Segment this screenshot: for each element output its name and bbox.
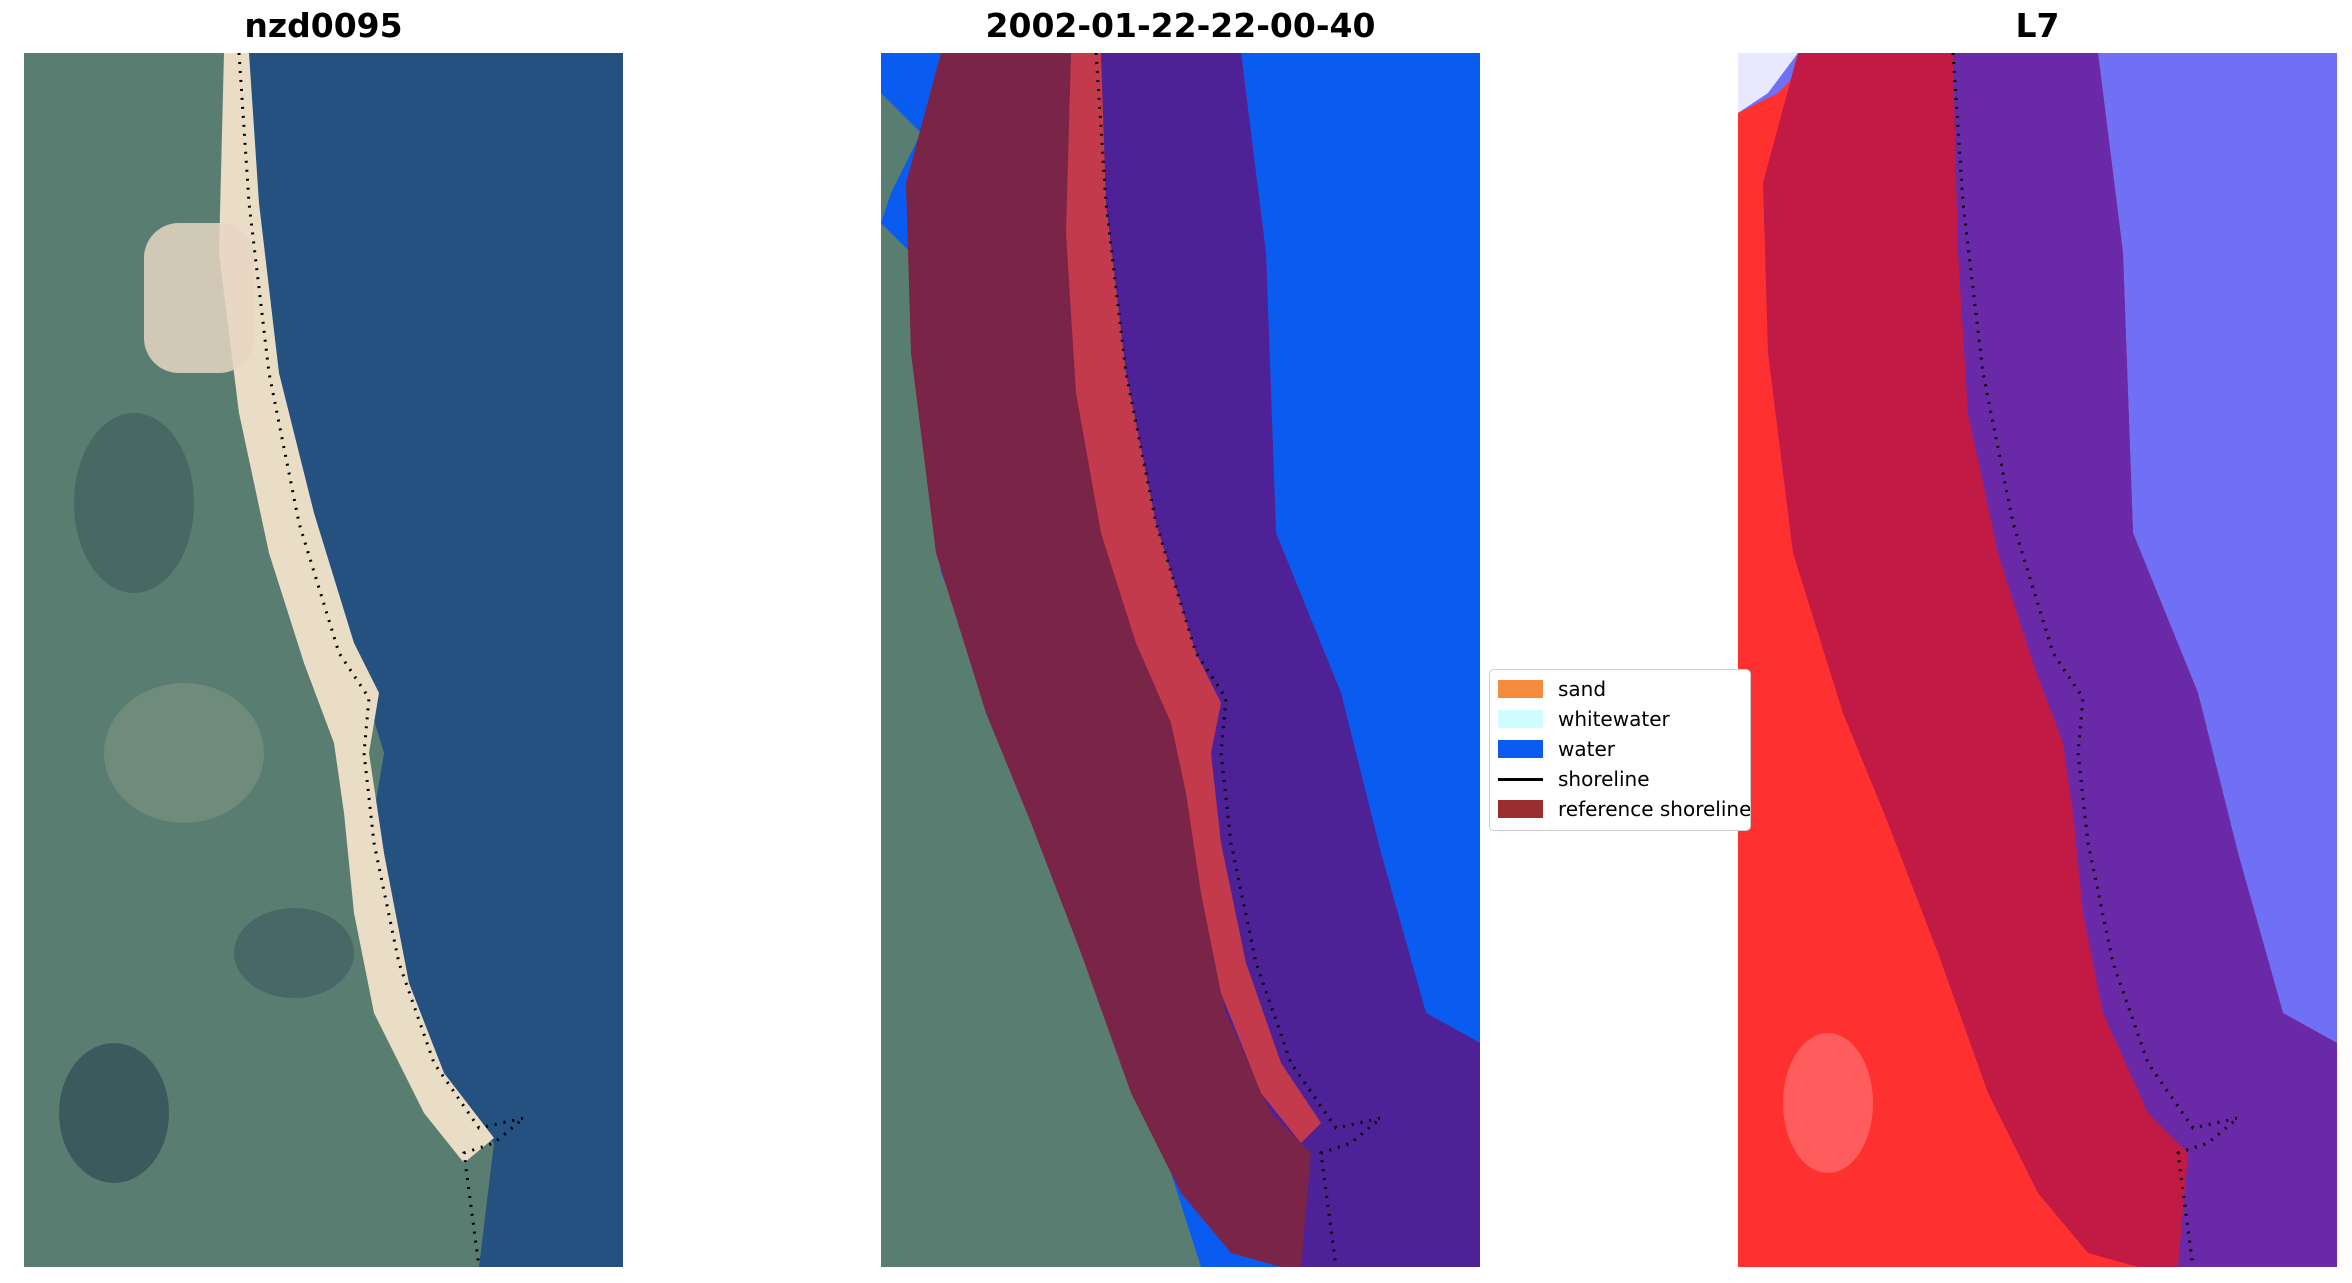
sand-swatch: [1498, 680, 1543, 698]
legend-item-shoreline: shoreline: [1498, 766, 1650, 792]
vegetation-patch: [234, 908, 354, 998]
legend-label: shoreline: [1558, 767, 1650, 791]
buffer-water: [1953, 53, 2337, 1267]
land-area: [881, 223, 1201, 1267]
legend-item-whitewater: whitewater: [1498, 706, 1670, 732]
whitewater-swatch: [1498, 710, 1543, 728]
shoreline-swatch: [1498, 770, 1543, 788]
land-area: [881, 93, 921, 223]
legend: sand whitewater water shoreline referenc…: [1489, 669, 1751, 831]
water-corner: [881, 53, 941, 83]
panel-title-date: 2002-01-22-22-00-40: [985, 6, 1376, 45]
index-image-panel: [1738, 53, 2337, 1267]
legend-label: sand: [1558, 677, 1607, 701]
beach-strip: [219, 53, 494, 1163]
reference-shoreline-swatch: [1498, 800, 1543, 818]
legend-label: water: [1558, 737, 1615, 761]
index-corner: [1738, 53, 1798, 113]
rgb-image: [24, 53, 623, 1267]
shoreline: [1951, 53, 2239, 1267]
water-swatch: [1498, 740, 1543, 758]
rgb-image-panel: [24, 53, 623, 1267]
sand-class: [1066, 53, 1321, 1143]
index-image: [1738, 53, 2337, 1267]
index-bright-patch: [1783, 1033, 1873, 1173]
legend-item-reference-shoreline: reference shoreline: [1498, 796, 1751, 822]
buffer-water: [1081, 53, 1480, 1267]
classified-image: [881, 53, 1480, 1267]
shoreline: [237, 53, 525, 1267]
vegetation-patch: [59, 1043, 169, 1183]
legend-label: reference shoreline: [1558, 797, 1751, 821]
legend-item-sand: sand: [1498, 676, 1606, 702]
panel-title-satellite: L7: [2015, 6, 2060, 45]
clearing-patch: [104, 683, 264, 823]
classified-image-panel: [881, 53, 1480, 1267]
legend-label: whitewater: [1558, 707, 1670, 731]
sand-patch: [144, 223, 254, 373]
shoreline: [1094, 53, 1382, 1267]
panel-title-rgb: nzd0095: [244, 6, 403, 45]
legend-item-water: water: [1498, 736, 1615, 762]
vegetation-patch: [74, 413, 194, 593]
